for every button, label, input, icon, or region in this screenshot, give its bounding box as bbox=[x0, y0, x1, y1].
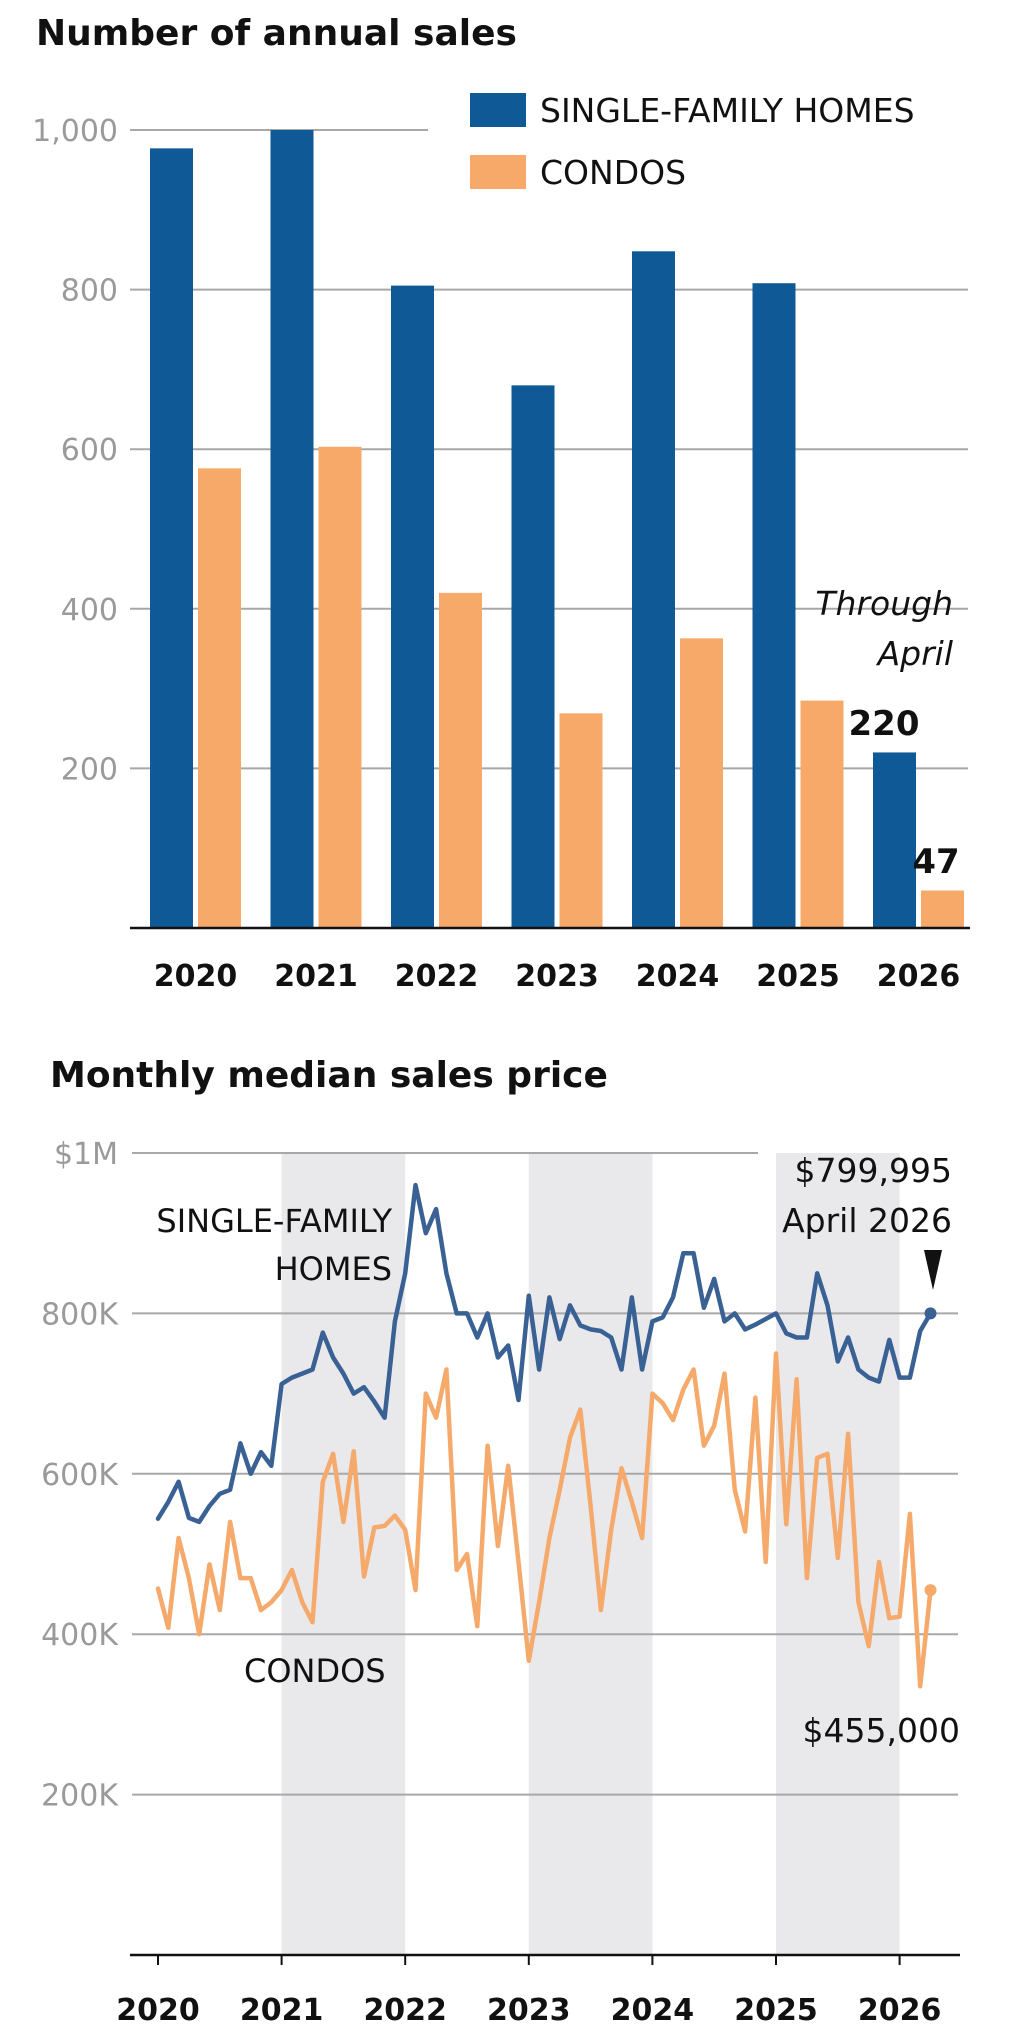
year-shading-band bbox=[528, 1153, 653, 1955]
bar-condos bbox=[800, 700, 844, 928]
bar-condos bbox=[198, 468, 241, 928]
annual-sales-chart: Number of annual sales 1,000 800 600 400 200… bbox=[32, 13, 970, 994]
bar-single-family bbox=[391, 285, 434, 928]
bar-single-family bbox=[752, 283, 796, 928]
bar-single-family bbox=[150, 148, 193, 928]
legend-label-condos: CONDOS bbox=[540, 153, 686, 192]
line-single-family bbox=[155, 1182, 933, 1525]
series-label-single-family-line2: HOMES bbox=[275, 1250, 392, 1288]
through-april-note-line1: Through bbox=[815, 584, 953, 623]
bar-single-family bbox=[873, 752, 916, 928]
bar-y-tick-label: 1,000 bbox=[32, 114, 118, 149]
bar-x-tick-label: 2024 bbox=[636, 959, 720, 994]
line-x-tick-label: 2021 bbox=[240, 1993, 324, 2028]
bar-x-tick-label: 2025 bbox=[756, 959, 840, 994]
annotation-arrow-icon bbox=[924, 1250, 942, 1290]
year-shading-band bbox=[281, 1153, 406, 1955]
line-y-tick-labels: $1M 800K 600K 400K 200K bbox=[41, 1137, 119, 1814]
line-x-tick-label: 2020 bbox=[116, 1993, 200, 2028]
bar-condos bbox=[921, 890, 964, 928]
bar-y-tick-label: 400 bbox=[61, 593, 118, 628]
bar-marks bbox=[150, 130, 964, 928]
bar-condos bbox=[318, 446, 362, 928]
annotation-condos-price: $455,000 bbox=[803, 1711, 960, 1750]
end-point-single-family bbox=[924, 1307, 937, 1320]
bar-y-tick-label: 200 bbox=[61, 752, 118, 787]
bar-x-tick-label: 2020 bbox=[154, 959, 238, 994]
line-condos bbox=[155, 1351, 933, 1689]
bar-y-tick-label: 800 bbox=[61, 274, 118, 309]
line-series bbox=[155, 1182, 937, 1689]
bar-x-tick-label: 2022 bbox=[395, 959, 479, 994]
bar-single-family bbox=[632, 251, 675, 928]
line-y-tick-label: 800K bbox=[41, 1297, 119, 1332]
line-x-tick-label: 2022 bbox=[363, 1993, 447, 2028]
line-x-tick-label: 2026 bbox=[858, 1993, 942, 2028]
bar-chart-title: Number of annual sales bbox=[36, 13, 517, 54]
line-y-tick-label: 600K bbox=[41, 1458, 119, 1493]
bar-x-tick-label: 2021 bbox=[274, 959, 358, 994]
bar-single-family bbox=[511, 385, 555, 928]
line-x-tick-label: 2024 bbox=[611, 1993, 695, 2028]
data-label-single-family-2026: 220 bbox=[849, 704, 920, 744]
bar-x-tick-labels: 2020 2021 2022 2023 2024 2025 2026 bbox=[154, 959, 961, 994]
bar-condos bbox=[680, 638, 723, 928]
end-point-condos bbox=[924, 1584, 937, 1597]
data-label-condos-2026: 47 bbox=[912, 842, 959, 882]
series-label-condos: CONDOS bbox=[244, 1652, 386, 1690]
bar-x-tick-label: 2023 bbox=[515, 959, 599, 994]
legend-swatch-condos bbox=[470, 155, 526, 189]
line-y-tick-label: 200K bbox=[41, 1779, 119, 1814]
bar-y-tick-labels: 1,000 800 600 400 200 bbox=[32, 114, 118, 787]
bar-x-tick-label: 2026 bbox=[877, 959, 961, 994]
series-label-single-family-line1: SINGLE-FAMILY bbox=[156, 1202, 392, 1240]
line-x-tick-label: 2023 bbox=[487, 1993, 571, 2028]
legend-label-single-family: SINGLE-FAMILY HOMES bbox=[540, 91, 915, 130]
line-x-tick-label: 2025 bbox=[734, 1993, 818, 2028]
legend-swatch-single-family bbox=[470, 93, 526, 127]
through-april-note-line2: April bbox=[876, 634, 953, 673]
line-x-ticks: 2020 2021 2022 2023 2024 2025 2026 bbox=[116, 1955, 941, 2028]
annotation-single-family-date: April 2026 bbox=[782, 1201, 952, 1240]
annotation-single-family-price: $799,995 bbox=[795, 1151, 952, 1190]
bar-condos bbox=[559, 713, 603, 928]
bar-legend: SINGLE-FAMILY HOMES CONDOS bbox=[470, 91, 915, 192]
line-y-tick-label: 400K bbox=[41, 1618, 119, 1653]
bar-condos bbox=[439, 592, 482, 928]
bar-y-tick-label: 600 bbox=[61, 433, 118, 468]
line-y-tick-label: $1M bbox=[54, 1137, 118, 1172]
bar-single-family bbox=[270, 130, 314, 928]
median-price-chart: Monthly median sales price $1M 800K 600K 40… bbox=[41, 1055, 960, 2028]
line-chart-title: Monthly median sales price bbox=[50, 1055, 608, 1096]
